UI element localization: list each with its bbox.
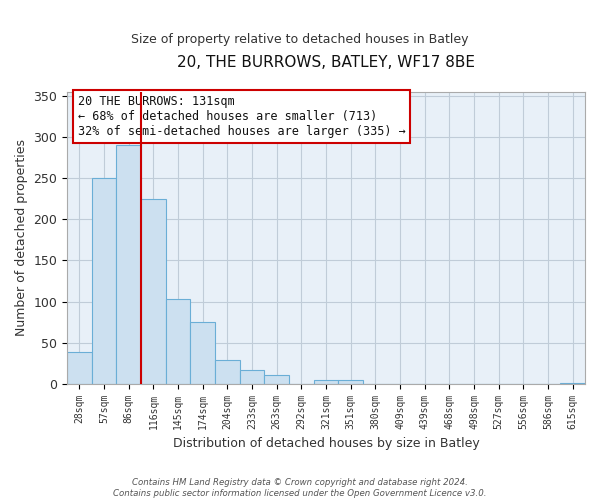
X-axis label: Distribution of detached houses by size in Batley: Distribution of detached houses by size … (173, 437, 479, 450)
Bar (190, 322, 215, 384)
Bar (314, 380, 338, 384)
Bar (215, 360, 240, 384)
Bar (116, 144, 141, 384)
Text: Contains HM Land Registry data © Crown copyright and database right 2024.
Contai: Contains HM Land Registry data © Crown c… (113, 478, 487, 498)
Bar (67, 352, 92, 384)
Bar (338, 380, 363, 384)
Bar (265, 376, 289, 384)
Bar (240, 370, 265, 384)
Y-axis label: Number of detached properties: Number of detached properties (15, 140, 28, 336)
Text: 20 THE BURROWS: 131sqm
← 68% of detached houses are smaller (713)
32% of semi-de: 20 THE BURROWS: 131sqm ← 68% of detached… (77, 95, 405, 138)
Bar (560, 383, 585, 384)
Bar (92, 178, 116, 384)
Bar (166, 299, 190, 384)
Text: Size of property relative to detached houses in Batley: Size of property relative to detached ho… (131, 32, 469, 46)
Title: 20, THE BURROWS, BATLEY, WF17 8BE: 20, THE BURROWS, BATLEY, WF17 8BE (177, 55, 475, 70)
Bar (141, 199, 166, 384)
